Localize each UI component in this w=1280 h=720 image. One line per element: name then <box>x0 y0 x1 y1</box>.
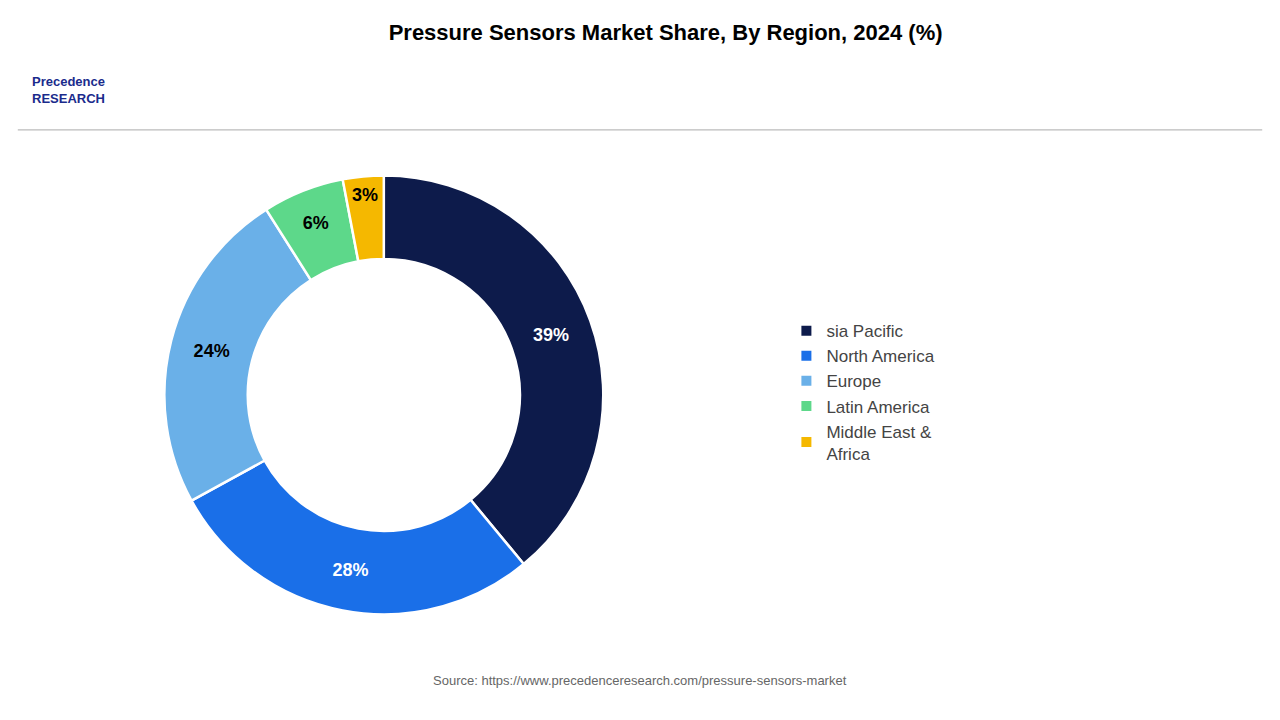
svg-text:6%: 6% <box>303 213 329 233</box>
svg-text:sia Pacific: sia Pacific <box>826 322 903 341</box>
svg-text:28%: 28% <box>332 560 368 580</box>
svg-text:Middle East &Africa: Middle East &Africa <box>826 423 932 464</box>
svg-text:24%: 24% <box>194 341 230 361</box>
svg-text:Source: https://www.precedence: Source: https://www.precedenceresearch.c… <box>433 673 847 688</box>
svg-text:Europe: Europe <box>826 372 881 391</box>
svg-text:3%: 3% <box>352 185 378 205</box>
svg-text:North America: North America <box>826 347 934 366</box>
svg-text:PrecedenceRESEARCH: PrecedenceRESEARCH <box>32 74 105 106</box>
svg-text:39%: 39% <box>533 325 569 345</box>
svg-text:Pressure Sensors Market Share,: Pressure Sensors Market Share, By Region… <box>389 20 943 45</box>
svg-text:Latin America: Latin America <box>826 398 930 417</box>
